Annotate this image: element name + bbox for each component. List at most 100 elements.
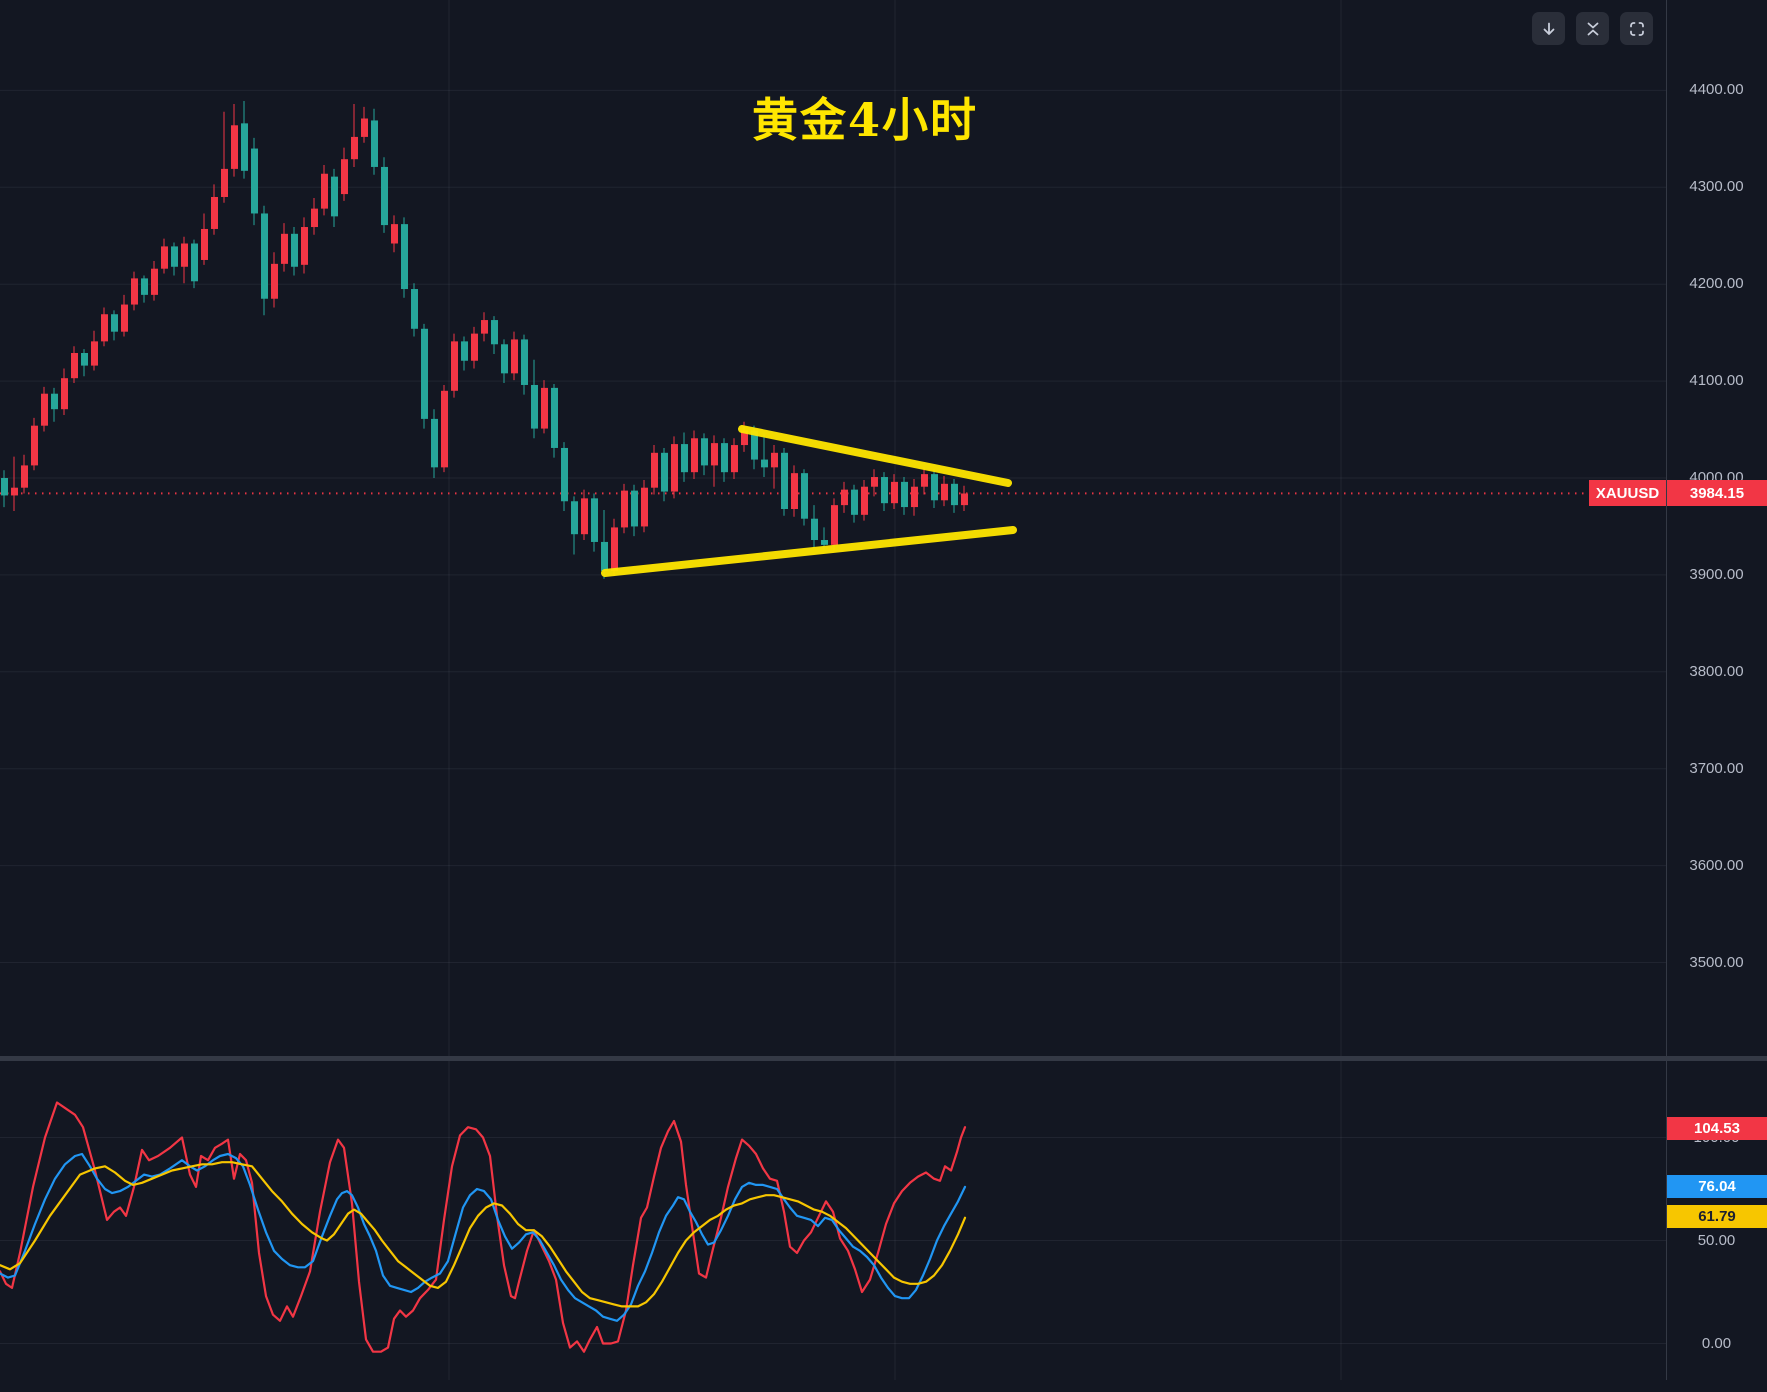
candle-body <box>861 486 868 515</box>
candle-body <box>201 228 208 260</box>
candle-body <box>711 443 718 466</box>
candle-body <box>541 387 548 429</box>
candle-body <box>691 438 698 473</box>
oscillator-line-K <box>0 1152 967 1322</box>
candle-body <box>511 339 518 374</box>
candle-body <box>281 233 288 264</box>
candle-body <box>771 452 778 468</box>
candle-body <box>221 168 228 197</box>
candle-body <box>411 289 418 329</box>
candle-body <box>351 136 358 160</box>
price-tick-3500: 3500.00 <box>1689 953 1744 971</box>
candle-body <box>881 477 888 504</box>
candle-body <box>701 438 708 466</box>
candle-body <box>751 430 758 460</box>
time-axis[interactable] <box>0 1380 1767 1392</box>
candle-body <box>91 341 98 366</box>
candle-body <box>901 481 908 508</box>
candle-body <box>11 487 18 496</box>
candle-body <box>591 498 598 542</box>
candle-body <box>441 390 448 468</box>
candle-body <box>401 224 408 290</box>
candle-body <box>371 120 378 167</box>
price-tick-4200: 4200.00 <box>1689 275 1744 293</box>
candle-body <box>271 263 278 299</box>
candle-body <box>451 341 458 391</box>
price-tick-3800: 3800.00 <box>1689 662 1744 680</box>
last-price-tag: 3984.15 <box>1667 480 1767 506</box>
price-tick-4100: 4100.00 <box>1689 372 1744 390</box>
candle-body <box>631 490 638 527</box>
candle-body <box>821 540 828 545</box>
candle-body <box>21 465 28 488</box>
osc-tick-0: 0.00 <box>1701 1334 1732 1352</box>
candle-body <box>231 125 238 169</box>
candle-body <box>791 473 798 510</box>
oscillator-line-J <box>0 1101 967 1353</box>
candle-body <box>111 314 118 332</box>
candle-body <box>191 243 198 282</box>
candle-body <box>661 452 668 492</box>
candle-body <box>471 333 478 361</box>
candle-body <box>741 430 748 446</box>
candle-body <box>621 490 628 528</box>
fullscreen-icon <box>1629 21 1644 36</box>
candle-body <box>601 541 608 572</box>
candle-body <box>321 173 328 209</box>
candle-body <box>481 320 488 334</box>
candle-body <box>361 118 368 137</box>
collapse-button[interactable] <box>1576 12 1609 45</box>
candle-body <box>81 352 88 366</box>
candle-body <box>561 447 568 502</box>
candle-body <box>731 445 738 473</box>
pane-separator[interactable] <box>0 1056 1767 1061</box>
candle-body <box>41 393 48 426</box>
osc-value-tag: 76.04 <box>1667 1175 1767 1199</box>
price-tick-3900: 3900.00 <box>1689 565 1744 583</box>
candle-body <box>551 387 558 448</box>
candle-body <box>381 166 388 226</box>
candle-body <box>241 123 248 171</box>
download-button[interactable] <box>1532 12 1565 45</box>
candle-body <box>501 344 508 374</box>
candle-body <box>831 505 838 545</box>
chart-title: 黄金4小时 <box>752 93 979 147</box>
candle-body <box>151 268 158 295</box>
price-tick-3700: 3700.00 <box>1689 759 1744 777</box>
candle-body <box>211 196 218 229</box>
candle-body <box>461 341 468 361</box>
candle-body <box>391 224 398 244</box>
osc-value-tag: 104.53 <box>1667 1116 1767 1140</box>
candle-body <box>161 246 168 269</box>
candle-body <box>341 159 348 195</box>
price-tick-4400: 4400.00 <box>1689 81 1744 99</box>
candle-body <box>531 384 538 429</box>
candle-body <box>891 481 898 504</box>
candle-body <box>131 278 138 305</box>
candle-body <box>931 474 938 501</box>
upper-trendline[interactable] <box>738 425 1012 487</box>
candle-body <box>571 501 578 535</box>
candle-body <box>761 459 768 468</box>
oscillator-line-D <box>0 1161 967 1308</box>
candle-body <box>871 477 878 487</box>
candle-body <box>121 304 128 332</box>
candle-body <box>941 483 948 501</box>
candle-body <box>721 443 728 473</box>
candle-body <box>491 320 498 345</box>
candle-body <box>301 227 308 265</box>
candle-body <box>641 487 648 527</box>
fullscreen-button[interactable] <box>1620 12 1653 45</box>
candle-body <box>61 378 68 410</box>
lower-trendline[interactable] <box>601 526 1017 577</box>
price-axis[interactable] <box>1666 0 1767 1380</box>
candle-body <box>611 527 618 572</box>
chart-toolbar <box>1532 12 1653 45</box>
candle-body <box>801 473 808 519</box>
price-tick-3600: 3600.00 <box>1689 856 1744 874</box>
candle-body <box>251 148 258 214</box>
candle-body <box>521 339 528 385</box>
candle-body <box>51 393 58 410</box>
